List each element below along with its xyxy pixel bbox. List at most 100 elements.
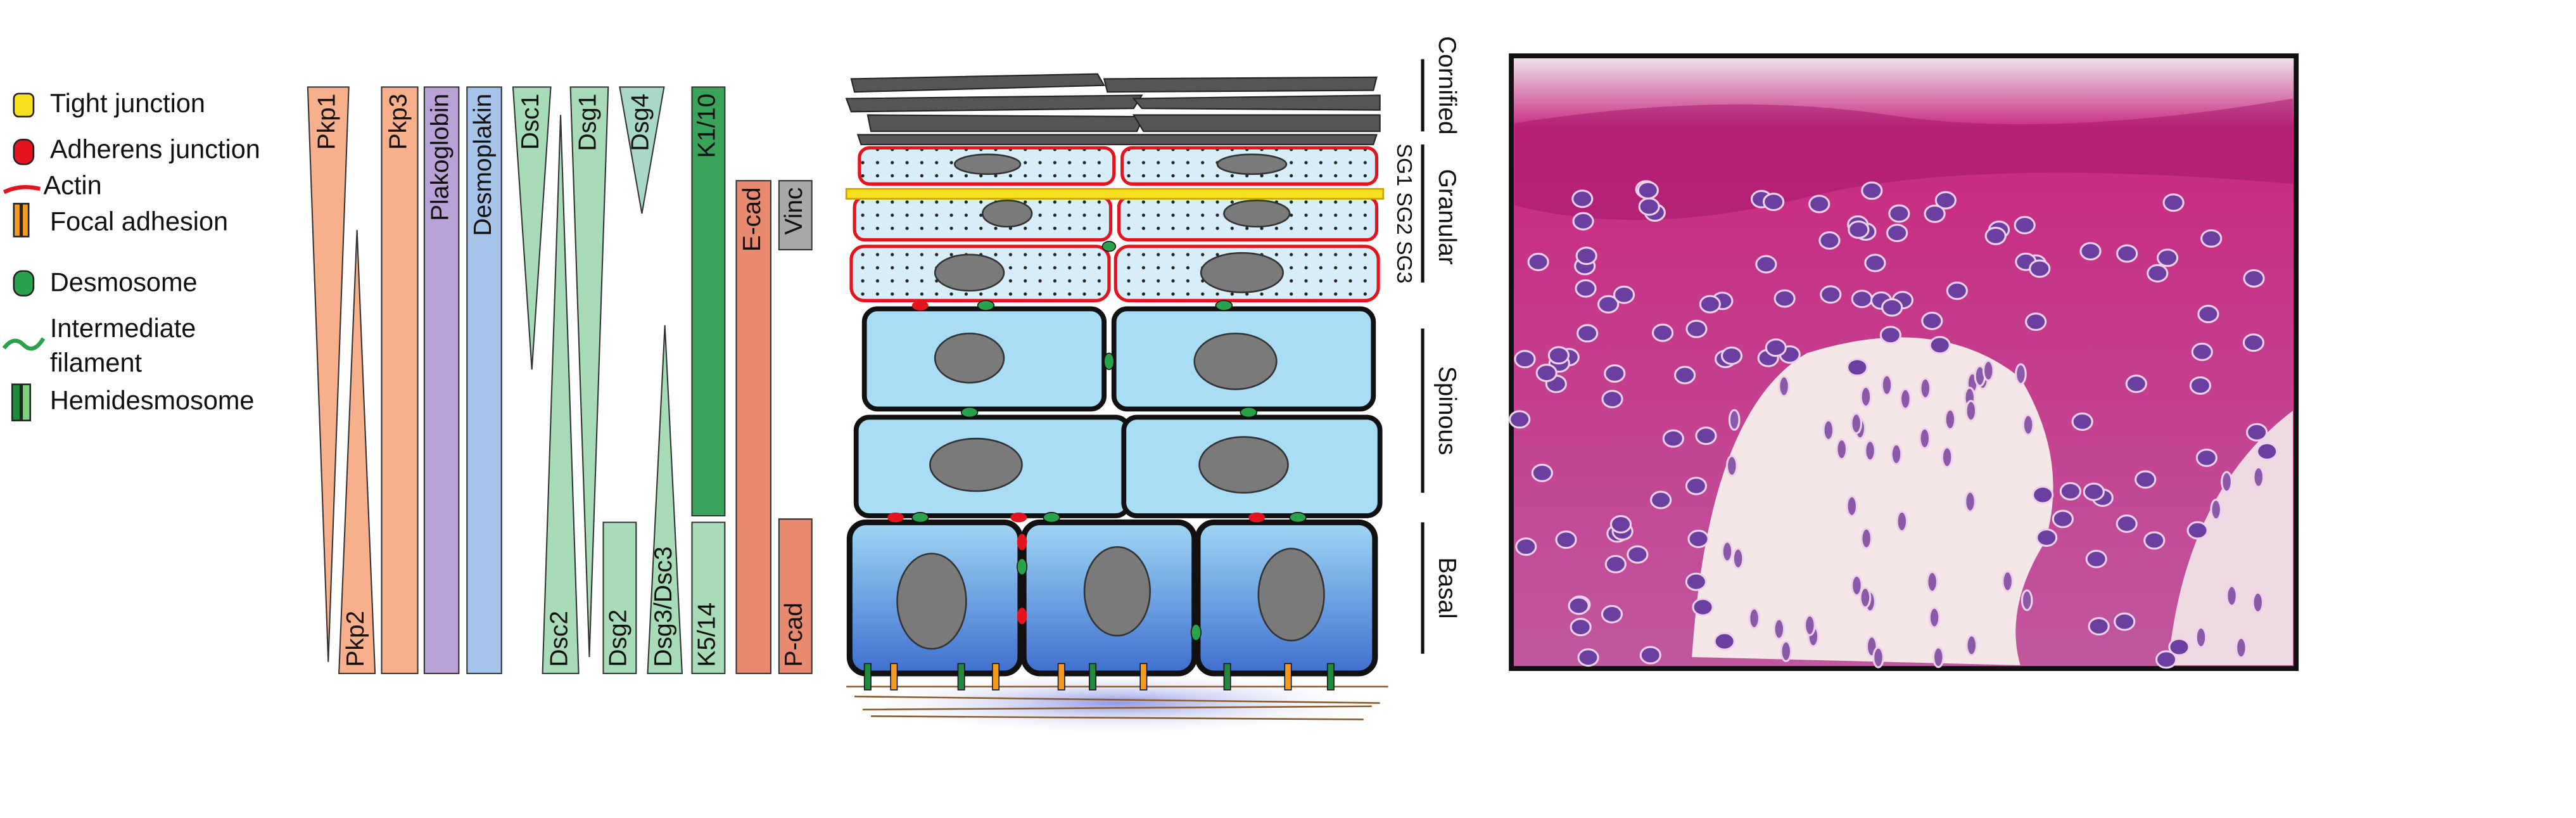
cell-nucleus bbox=[1921, 311, 1943, 330]
cell-nucleus bbox=[1577, 648, 1599, 667]
cell-nucleus bbox=[2025, 312, 2047, 331]
cell-nucleus bbox=[2143, 531, 2166, 550]
cell-nucleus bbox=[2235, 637, 2247, 659]
cell-nucleus bbox=[2156, 248, 2179, 267]
cell-nucleus bbox=[1547, 346, 1570, 365]
cell-nucleus bbox=[2189, 376, 2211, 395]
cell-nucleus bbox=[1850, 412, 1863, 435]
cell-nucleus bbox=[1864, 253, 1886, 272]
cell-nucleus bbox=[2195, 448, 2218, 468]
cell-nucleus bbox=[1713, 632, 1735, 651]
cell-nucleus bbox=[1941, 446, 1953, 468]
protein-gradient bbox=[512, 86, 552, 370]
cell-nucleus bbox=[2197, 305, 2219, 324]
cell-nucleus bbox=[1846, 358, 1869, 377]
cell-nucleus bbox=[2242, 333, 2264, 352]
protein-gradient bbox=[338, 229, 376, 674]
protein-label: Pkp3 bbox=[384, 94, 412, 150]
cell-nucleus bbox=[1575, 279, 1597, 298]
cell-nucleus bbox=[2191, 342, 2213, 361]
cell-nucleus bbox=[1650, 490, 1672, 509]
cell-nucleus bbox=[1851, 290, 1873, 309]
cell-nucleus bbox=[1651, 323, 1674, 342]
cell-nucleus bbox=[1808, 195, 1830, 214]
cell-nucleus bbox=[2022, 414, 2034, 436]
histology-image bbox=[1509, 53, 2299, 671]
cell-nucleus bbox=[1780, 640, 1792, 662]
protein-label: Pkp1 bbox=[314, 94, 341, 150]
protein-gradient bbox=[423, 86, 460, 674]
cell-nucleus bbox=[1732, 547, 1744, 570]
cell-nucleus bbox=[1965, 400, 1977, 422]
cell-nucleus bbox=[1662, 429, 1684, 448]
layer-label: Spinous bbox=[1433, 366, 1461, 456]
protein-gradient bbox=[778, 518, 813, 674]
cell-nucleus bbox=[1604, 554, 1627, 573]
cell-nucleus bbox=[1555, 530, 1577, 549]
protein-gradient bbox=[542, 115, 580, 674]
cell-nucleus bbox=[1692, 598, 1714, 617]
protein-label: Vinc bbox=[780, 188, 808, 235]
legend-label: Tight junction bbox=[50, 88, 205, 118]
cell-nucleus bbox=[1638, 197, 1660, 216]
cell-nucleus bbox=[2226, 585, 2238, 607]
protein-gradient bbox=[691, 521, 726, 674]
cell-nucleus bbox=[1685, 319, 1708, 338]
cell-nucleus bbox=[2162, 193, 2185, 212]
cell-nucleus bbox=[1965, 634, 1978, 656]
cell-nucleus bbox=[1944, 408, 1957, 431]
cell-nucleus bbox=[2256, 442, 2278, 461]
cell-nucleus bbox=[1822, 419, 1835, 441]
cell-nucleus bbox=[1685, 476, 1708, 495]
legend-label: filament bbox=[50, 347, 143, 377]
cell-nucleus bbox=[1818, 231, 1841, 250]
cell-nucleus bbox=[2085, 549, 2107, 568]
cell-nucleus bbox=[1720, 346, 1743, 365]
cell-nucleus bbox=[1514, 350, 1536, 369]
cell-nucleus bbox=[1872, 646, 1884, 668]
protein-label: K5/14 bbox=[694, 603, 721, 667]
cell-nucleus bbox=[1964, 490, 1976, 513]
cell-nucleus bbox=[1699, 295, 1721, 314]
cell-nucleus bbox=[2032, 485, 2054, 504]
protein-label: Plakoglobin bbox=[426, 94, 454, 221]
cell-nucleus bbox=[2168, 637, 2190, 656]
legend-icons bbox=[2, 93, 46, 421]
cell-nucleus bbox=[1932, 646, 1945, 668]
cell-nucleus bbox=[2002, 570, 2014, 592]
legend-label: Focal adhesion bbox=[50, 207, 228, 236]
cell-nucleus bbox=[1575, 246, 1597, 265]
protein-label: Dsg1 bbox=[574, 94, 602, 151]
cell-nucleus bbox=[1765, 338, 1787, 357]
cell-nucleus bbox=[1728, 409, 1741, 431]
cell-nucleus bbox=[1609, 514, 1632, 534]
cell-nucleus bbox=[1864, 440, 1876, 462]
cell-nucleus bbox=[1531, 463, 1553, 482]
cell-nucleus bbox=[1748, 607, 1760, 629]
cell-nucleus bbox=[1687, 530, 1710, 549]
cell-nucleus bbox=[1773, 289, 1796, 308]
cell-nucleus bbox=[1924, 204, 1946, 223]
epidermis-diagram bbox=[845, 73, 1388, 736]
cell-nucleus bbox=[1946, 281, 1968, 300]
cell-nucleus bbox=[1860, 386, 1872, 408]
cell-nucleus bbox=[1881, 298, 1903, 317]
cell-nucleus bbox=[1851, 574, 1863, 597]
cell-nucleus bbox=[1597, 295, 1620, 314]
cell-nucleus bbox=[2252, 466, 2265, 489]
cell-nucleus bbox=[1601, 604, 1623, 623]
protein-gradient bbox=[307, 86, 350, 662]
cell-nucleus bbox=[1919, 377, 1932, 399]
cell-nucleus bbox=[1848, 220, 1870, 239]
protein-label: Dsc1 bbox=[517, 94, 544, 150]
cell-nucleus bbox=[1604, 364, 1626, 383]
cell-nucleus bbox=[1509, 410, 1531, 429]
cell-nucleus bbox=[1881, 374, 1893, 396]
cell-nucleus bbox=[1613, 285, 1635, 304]
protein-label: K1/10 bbox=[694, 94, 721, 158]
cell-nucleus bbox=[2246, 423, 2268, 442]
cell-nucleus bbox=[1570, 618, 1592, 637]
cell-nucleus bbox=[2083, 482, 2105, 501]
protein-gradient bbox=[466, 86, 502, 674]
cell-nucleus bbox=[1535, 364, 1558, 383]
